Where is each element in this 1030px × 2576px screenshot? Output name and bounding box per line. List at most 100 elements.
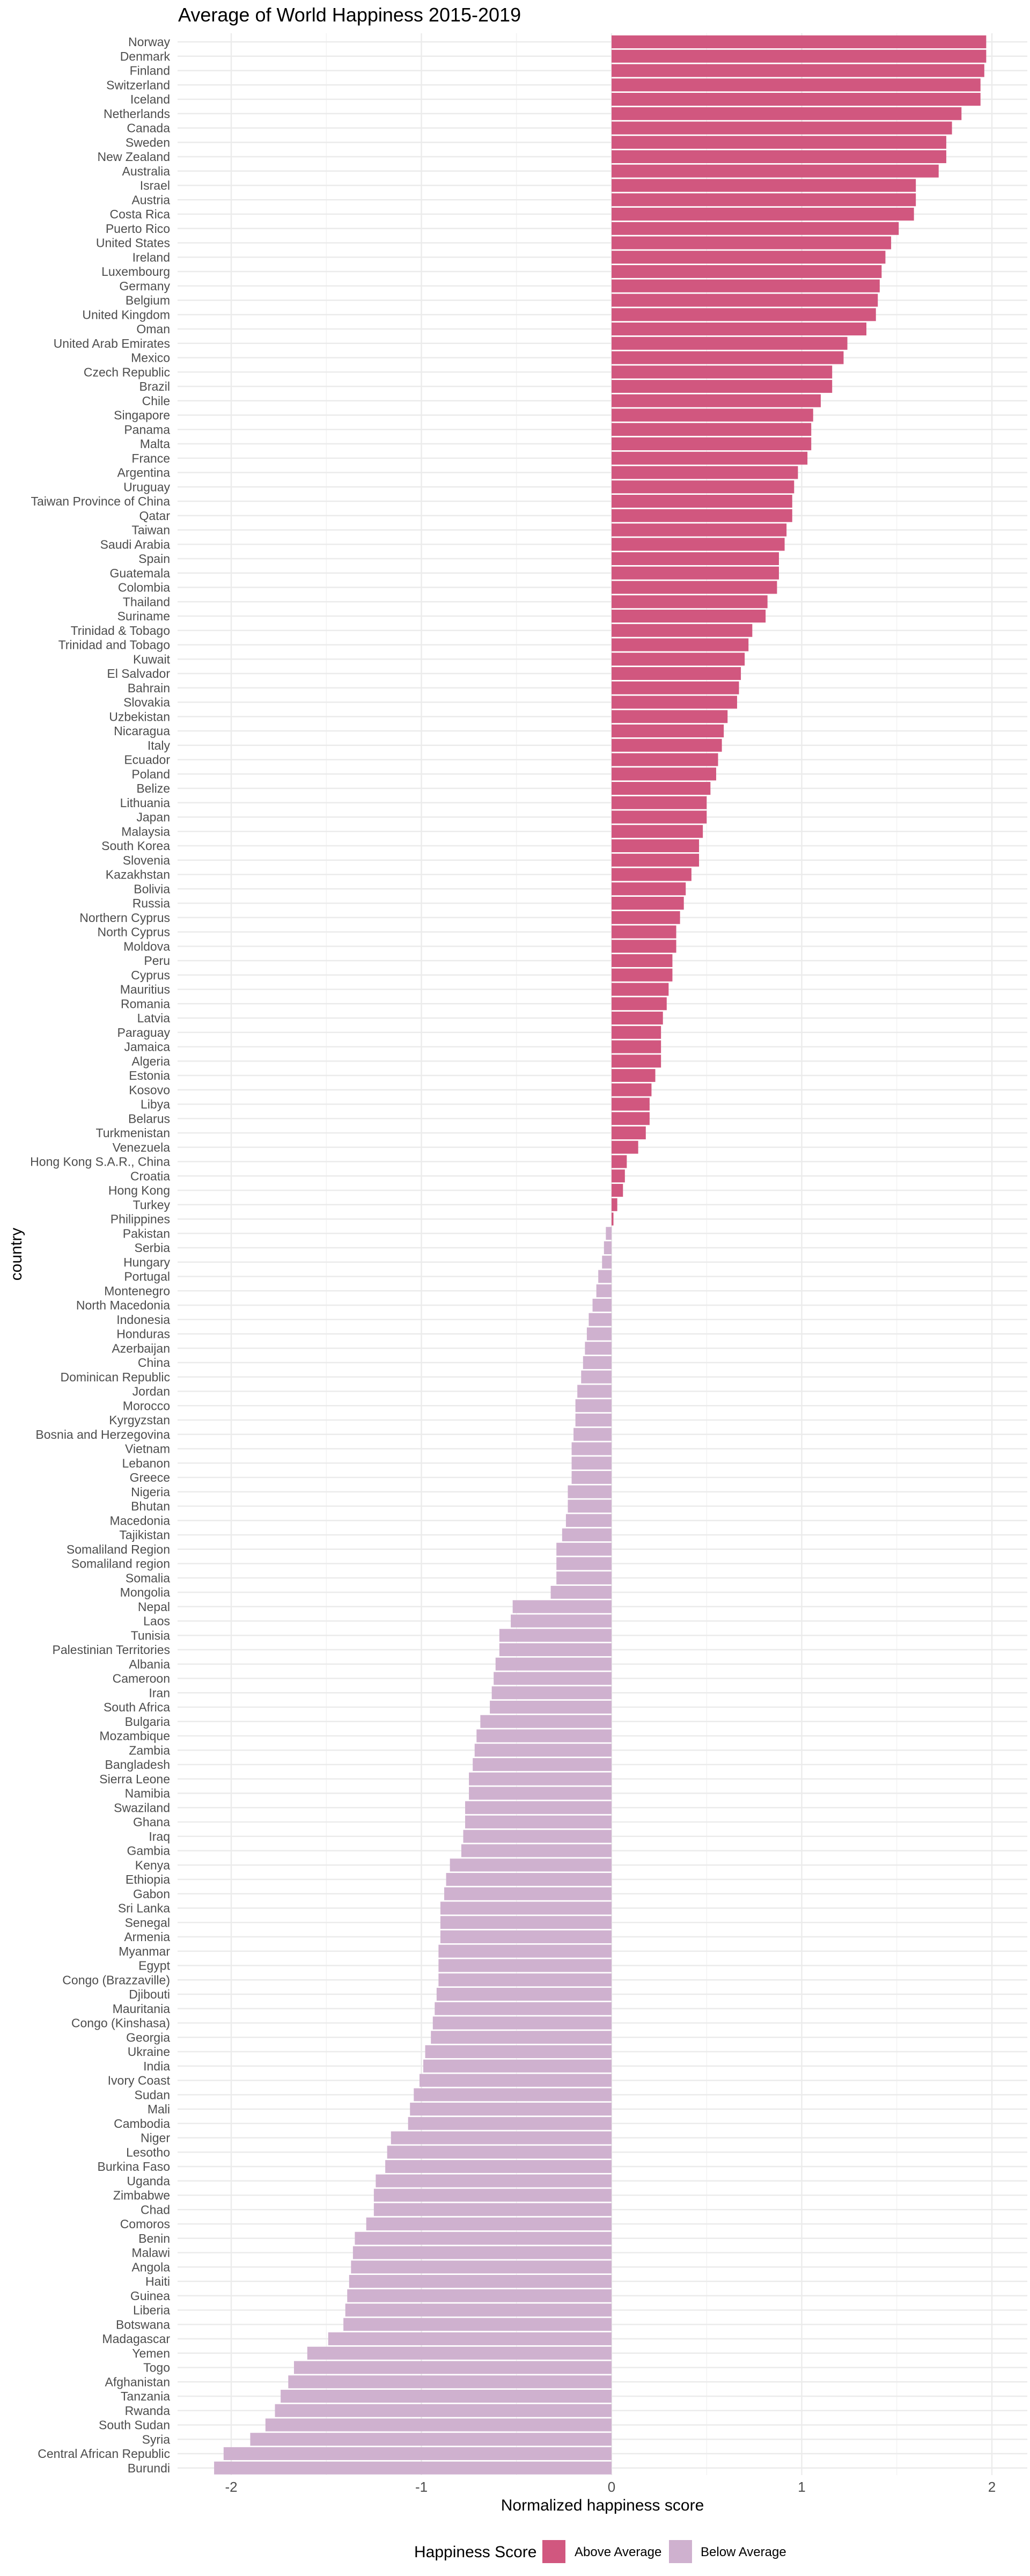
y-tick-label: United Arab Emirates [54,336,170,350]
y-tick-label: Albania [129,1657,170,1671]
bar [612,968,673,982]
y-tick-label: Costa Rica [110,207,171,221]
bar [612,595,768,609]
y-tick-label: Rwanda [125,2404,171,2418]
y-tick-label: Suriname [117,609,170,623]
y-tick-label: Pakistan [123,1226,170,1240]
y-tick-label: Latvia [137,1011,171,1025]
bar [612,868,691,881]
y-tick-label: Estonia [129,1069,170,1082]
bar [293,2361,612,2374]
y-tick-label: Iraq [149,1829,170,1843]
bar [612,696,737,709]
bar [612,222,899,235]
bar [440,1901,612,1915]
y-tick-label: Swaziland [114,1801,170,1814]
bar [612,107,962,120]
bar [419,2074,612,2087]
bar [556,1542,612,1556]
y-tick-label: Guatemala [109,566,170,580]
bar [343,2318,612,2331]
y-tick-label: Macedonia [109,1513,170,1527]
y-tick-label: Iceland [130,92,170,106]
bar [573,1428,612,1441]
legend-swatch-below-average [669,2540,692,2563]
y-tick-label: Benin [138,2231,170,2245]
bar [612,997,667,1011]
y-tick-label: Cameroon [113,1672,170,1686]
bar [612,164,939,178]
bar [376,2174,612,2187]
y-tick-label: Bhutan [131,1499,170,1513]
y-tick-label: Australia [122,164,171,178]
y-tick-label: Bolivia [134,882,170,896]
y-tick-label: Belarus [128,1111,170,1125]
bar [469,1772,612,1785]
y-tick-label: Malawi [131,2246,170,2260]
bar [512,1600,612,1613]
y-tick-label: United States [96,236,170,250]
bar [612,1198,617,1211]
bar [438,1973,612,1987]
y-tick-label: Belize [136,781,170,795]
y-tick-label: Indonesia [116,1313,170,1327]
bar [612,911,680,924]
bar [414,2088,612,2102]
bar [612,279,880,292]
chart-title: Average of World Happiness 2015-2019 [178,4,521,26]
bar [612,93,981,106]
bar [612,1055,661,1068]
y-tick-label: North Macedonia [76,1298,170,1312]
bar [571,1457,612,1470]
bar [612,1012,663,1024]
bar [461,1844,612,1857]
bar [571,1471,612,1484]
bar [347,2289,612,2302]
y-tick-label: Mexico [131,351,170,365]
y-tick-label: Chad [141,2202,170,2216]
y-tick-label: Tajikistan [119,1528,170,1542]
y-tick-label: Croatia [130,1169,170,1183]
y-tick-label: Cambodia [114,2117,170,2131]
y-tick-label: Panama [124,422,170,436]
legend-label-above-average: Above Average [575,2545,661,2559]
bar [432,2016,612,2030]
bar [612,653,745,666]
x-tick-label: 2 [988,2479,996,2495]
y-tick-label: Philippines [111,1212,170,1226]
bar [612,380,833,393]
bar [499,1643,612,1656]
bar [581,1370,612,1384]
y-tick-label: Finland [130,64,170,78]
y-tick-label: Czech Republic [84,365,170,379]
bar [612,251,886,264]
bar [328,2332,612,2345]
y-tick-label: Lithuania [120,796,171,810]
bar [366,2218,612,2230]
y-tick-label: Gambia [127,1844,170,1858]
y-tick-label: Malaysia [121,824,170,838]
bar [275,2404,612,2417]
bar [612,336,848,350]
y-tick-label: Laos [143,1614,170,1628]
bar [223,2447,612,2460]
y-tick-label: Greece [130,1470,170,1484]
y-tick-label: Turkmenistan [96,1126,170,1140]
bar [612,853,700,867]
y-tick-label: Afghanistan [105,2375,170,2389]
bar [577,1385,612,1398]
bar [612,509,792,522]
bar [465,1816,612,1828]
bar [440,1916,612,1929]
bar [612,667,741,680]
bar [423,2059,612,2073]
bar [345,2303,612,2317]
y-tick-label: Congo (Kinshasa) [71,2016,170,2030]
y-tick-label: Central African Republic [38,2447,170,2461]
bar [612,78,981,92]
y-tick-label: Uruguay [123,480,170,494]
y-axis-labels: NorwayDenmarkFinlandSwitzerlandIcelandNe… [30,35,170,2475]
bar [612,1112,650,1125]
y-tick-label: China [138,1356,170,1370]
bar [550,1586,612,1599]
